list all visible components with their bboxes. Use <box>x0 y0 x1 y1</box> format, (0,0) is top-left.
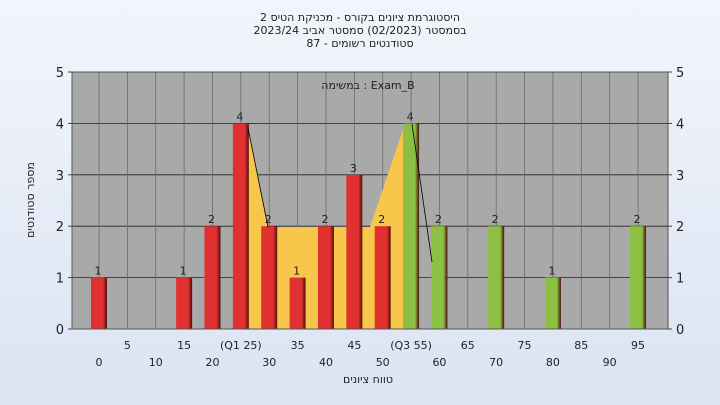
q1-line <box>247 127 269 228</box>
bar <box>204 226 221 329</box>
bar <box>176 277 193 329</box>
data-label: 4 <box>407 110 414 123</box>
y2-tick-label: 2 <box>676 220 684 235</box>
y2-tick-label: 1 <box>676 272 684 287</box>
bar <box>374 226 391 329</box>
data-label: 2 <box>208 213 215 226</box>
bar <box>403 123 420 330</box>
y2-tick-label: 4 <box>676 117 684 132</box>
y-tick-label: 2 <box>56 220 64 235</box>
bar <box>317 226 334 329</box>
q3-line <box>411 123 433 263</box>
x-tick-label: 20 <box>205 356 219 369</box>
bar <box>346 174 363 329</box>
data-label: 2 <box>435 213 442 226</box>
data-label: 2 <box>265 213 272 226</box>
chart-subtitle: בסמסטר (02/2023) סמסטר אביב 2023/24 <box>253 24 466 37</box>
x-tick-label: (Q3 55) <box>390 339 432 352</box>
plot-border <box>71 71 669 330</box>
y2-tick-label: 5 <box>676 66 684 81</box>
y-tick-label: 3 <box>56 169 64 184</box>
x-tick-label: (Q1 25) <box>220 339 262 352</box>
data-label: 1 <box>180 265 187 278</box>
x-tick-label: 35 <box>291 339 305 352</box>
x-tick-label: 85 <box>574 339 588 352</box>
data-label: 2 <box>378 213 385 226</box>
x-tick-label: 45 <box>347 339 361 352</box>
x-tick-label: 40 <box>319 356 333 369</box>
y-tick-label: 0 <box>56 323 64 338</box>
y-tick-label: 5 <box>56 66 64 81</box>
data-label: 1 <box>293 265 300 278</box>
x-axis-label: טווח ציונים <box>343 373 393 386</box>
x-tick-label: 80 <box>546 356 560 369</box>
y2-tick-label: 3 <box>676 169 684 184</box>
annotation: במשימה : Exam_B <box>321 79 414 92</box>
data-label: 3 <box>350 162 357 175</box>
bar <box>232 123 249 330</box>
bar <box>488 226 505 329</box>
data-label: 2 <box>634 213 641 226</box>
x-tick-label: 10 <box>149 356 163 369</box>
x-tick-label: 90 <box>603 356 617 369</box>
x-tick-label: 50 <box>376 356 390 369</box>
x-tick-label: 5 <box>124 339 131 352</box>
x-tick-label: 75 <box>518 339 532 352</box>
bar <box>91 277 107 329</box>
x-tick-label: 95 <box>631 339 645 352</box>
y-tick-label: 1 <box>56 272 64 287</box>
data-label: 1 <box>95 265 102 278</box>
bar <box>289 277 306 329</box>
bar <box>261 226 278 329</box>
y-tick-label: 4 <box>56 117 64 132</box>
data-label: 2 <box>321 213 328 226</box>
y2-tick-label: 0 <box>676 323 684 338</box>
x-tick-label: 15 <box>177 339 191 352</box>
chart-title: היסטוגרמת ציונים בקורס - מכניקת הטיס 2 <box>260 11 460 24</box>
x-tick-label: 60 <box>432 356 446 369</box>
x-tick-label: 30 <box>262 356 276 369</box>
x-tick-label: 65 <box>461 339 475 352</box>
bar <box>431 226 448 329</box>
x-tick-label: 70 <box>489 356 503 369</box>
y-axis-label: מספר סטודנטים <box>24 162 37 238</box>
x-tick-label: 0 <box>96 356 103 369</box>
chart-subtitle: סטודנטים רשומים - 87 <box>306 37 413 50</box>
interquartile-area <box>248 124 412 329</box>
data-label: 4 <box>236 110 243 123</box>
bar <box>630 226 647 329</box>
data-label: 1 <box>548 265 555 278</box>
data-label: 2 <box>492 213 499 226</box>
bar <box>544 277 561 329</box>
